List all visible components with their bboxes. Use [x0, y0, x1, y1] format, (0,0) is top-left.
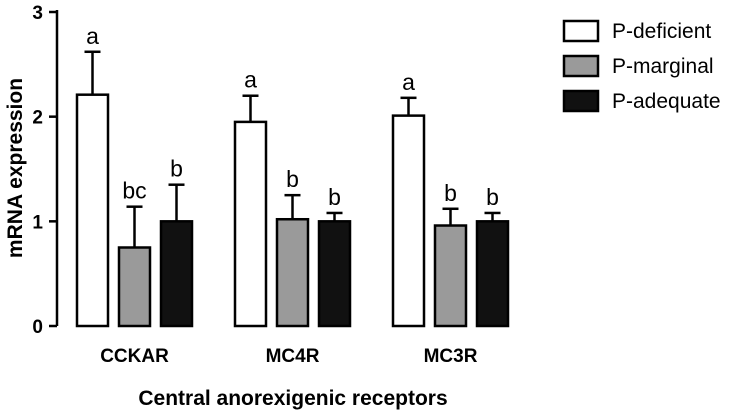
x-tick-label: MC4R — [266, 346, 320, 367]
y-tick-label: 3 — [32, 3, 43, 24]
bar-p-marginal — [433, 224, 468, 328]
legend-swatch — [562, 19, 600, 43]
bar-p-deficient — [233, 120, 268, 328]
legend-swatch — [562, 89, 600, 113]
significance-label: bc — [122, 178, 146, 204]
x-tick-label: MC3R — [424, 346, 478, 367]
legend-label: P-marginal — [612, 55, 714, 78]
bar-p-adequate — [159, 220, 194, 328]
y-tick-label: 2 — [32, 108, 43, 129]
significance-label: b — [444, 180, 457, 206]
legend-swatch — [562, 54, 600, 78]
x-axis-title: Central anorexigenic receptors — [138, 387, 447, 410]
y-tick-label: 0 — [32, 317, 43, 338]
axes: 0 1 2 3 CCKAR MC4R MC3R — [32, 3, 477, 367]
legend-label: P-adequate — [612, 90, 721, 113]
bar-p-deficient — [75, 93, 110, 328]
significance-label: b — [286, 166, 299, 192]
legend: P-deficient P-marginal P-adequate — [562, 19, 721, 113]
significance-label: a — [244, 67, 257, 93]
significance-label: a — [86, 23, 99, 49]
y-axis-title: mRNA expression — [4, 78, 27, 258]
significance-label: b — [328, 184, 341, 210]
significance-label: b — [486, 184, 499, 210]
bar-p-marginal — [117, 246, 152, 328]
bar-p-adequate — [317, 220, 352, 328]
y-tick-label: 1 — [32, 212, 43, 233]
bar-p-marginal — [275, 217, 310, 328]
bar-p-adequate — [475, 220, 510, 328]
significance-label: b — [170, 156, 183, 182]
x-tick-label: CCKAR — [100, 346, 169, 367]
legend-label: P-deficient — [612, 20, 711, 43]
bar-p-deficient — [391, 114, 426, 328]
significance-label: a — [402, 69, 415, 95]
